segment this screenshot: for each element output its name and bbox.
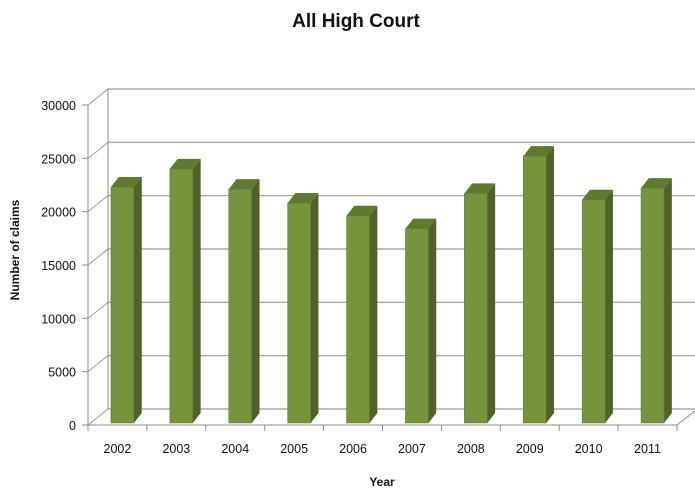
- bar-front: [346, 215, 370, 424]
- bar-front: [640, 187, 665, 424]
- gridline-diagonal: [87, 408, 109, 426]
- gridline-diagonal: [87, 248, 109, 266]
- bar-side: [664, 178, 672, 423]
- bar-top: [110, 177, 142, 187]
- bar-side: [605, 189, 613, 423]
- bar: [110, 177, 142, 424]
- x-tick-label: 2006: [339, 442, 367, 456]
- bar: [581, 189, 613, 424]
- x-tick-label: 2008: [457, 442, 485, 456]
- bar-top: [405, 218, 437, 229]
- x-tick-label: 2011: [634, 442, 661, 456]
- bar-side: [546, 146, 555, 424]
- bar-front: [110, 186, 135, 424]
- bar-top: [464, 183, 496, 194]
- bar-front: [287, 202, 311, 424]
- bar: [346, 205, 378, 424]
- y-tick-label: 20000: [41, 206, 76, 220]
- bar-side: [369, 205, 378, 423]
- bar-side: [251, 179, 260, 423]
- bars: [110, 146, 672, 424]
- axes: [82, 89, 695, 431]
- x-tick-label: 2002: [104, 442, 132, 456]
- bar-top: [169, 158, 201, 169]
- bar: [640, 178, 672, 424]
- bar-side: [428, 218, 437, 423]
- y-tick-label: 30000: [41, 99, 76, 113]
- y-tick-label: 10000: [41, 312, 76, 326]
- x-tick-label: 2007: [398, 442, 426, 456]
- bar-front: [464, 193, 488, 424]
- x-tick-label: 2004: [221, 442, 249, 456]
- bar: [464, 183, 496, 424]
- x-tick-label: 2005: [280, 442, 308, 456]
- gridline-diagonal: [87, 141, 109, 159]
- bar-front: [228, 188, 252, 424]
- floor-edge: [676, 410, 695, 426]
- bar-side: [192, 158, 201, 423]
- bar-front: [581, 199, 606, 424]
- x-tick-label: 2009: [516, 442, 544, 456]
- bar-front: [523, 155, 547, 424]
- chart-title: All High Court: [292, 11, 420, 32]
- x-tick-label: 2010: [575, 442, 603, 456]
- gridline-diagonal: [87, 195, 109, 213]
- gridline-diagonal: [87, 301, 109, 319]
- bar-top: [582, 189, 613, 200]
- bar-top: [346, 205, 378, 216]
- bar-side: [487, 183, 496, 423]
- gridline-diagonal: [87, 88, 109, 106]
- gridline-diagonal: [87, 355, 109, 373]
- bar-top: [287, 193, 319, 203]
- x-tick-label: 2003: [162, 442, 190, 456]
- bar-top: [641, 178, 672, 189]
- y-tick-label: 15000: [41, 259, 76, 273]
- y-tick-labels: 0 5000 10000 15000 20000 25000 30000: [41, 99, 76, 433]
- bar: [228, 179, 260, 424]
- y-tick-label: 0: [69, 419, 76, 433]
- bar-side: [133, 177, 142, 423]
- x-axis-title: Year: [369, 475, 395, 489]
- bar: [169, 158, 201, 424]
- gridlines: [87, 88, 695, 426]
- y-tick-label: 25000: [41, 152, 76, 166]
- x-tick-labels: 2002 2003 2004 2005 2006 2007 2008 2009 2010 2011: [104, 442, 661, 456]
- bar-front: [405, 228, 429, 424]
- bar-top: [523, 146, 555, 157]
- bar-side: [310, 193, 319, 423]
- bar-top: [228, 179, 260, 190]
- bar: [287, 193, 319, 424]
- bar-front: [169, 168, 194, 424]
- bar: [523, 146, 555, 424]
- y-axis-title: Number of claims: [8, 199, 22, 300]
- y-tick-label: 5000: [48, 366, 76, 380]
- bar: [405, 218, 437, 424]
